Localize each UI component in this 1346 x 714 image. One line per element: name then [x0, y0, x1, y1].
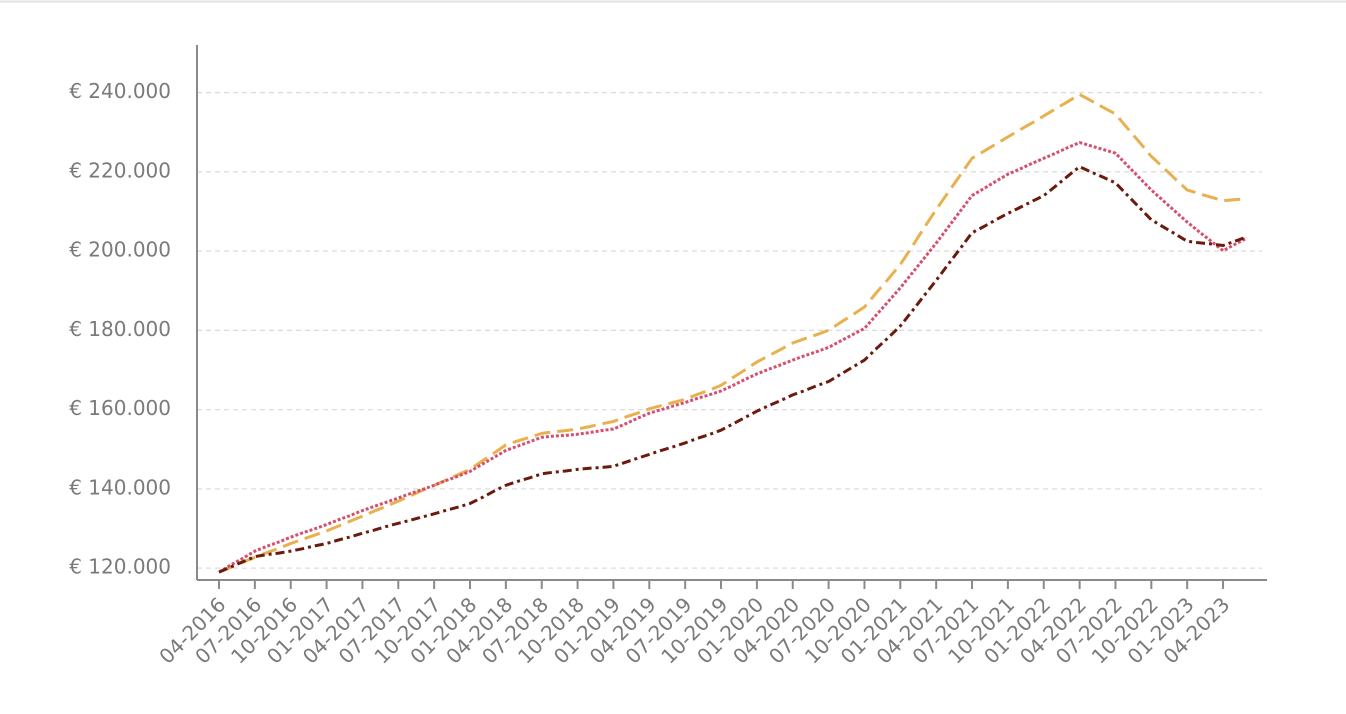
series-line [218, 141, 1248, 574]
y-tick-label: € 140.000 [69, 475, 171, 499]
series-line [218, 165, 1248, 574]
y-tick-label: € 120.000 [69, 555, 171, 579]
y-tick-label: € 160.000 [69, 396, 171, 420]
y-tick-label: € 200.000 [69, 238, 171, 262]
series-line [218, 93, 1248, 574]
y-tick-label: € 220.000 [69, 158, 171, 182]
y-tick-label: € 180.000 [69, 317, 171, 341]
y-tick-label: € 240.000 [69, 79, 171, 103]
